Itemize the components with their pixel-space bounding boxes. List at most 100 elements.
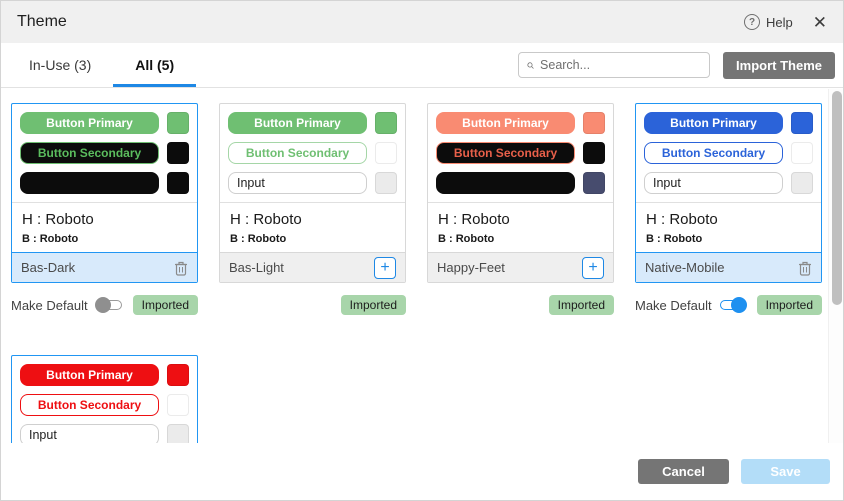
help-label: Help (766, 14, 793, 30)
body-font-label: B : Roboto (230, 233, 287, 245)
theme-name: Bas-Dark (21, 260, 76, 275)
theme-name: Bas-Light (229, 260, 284, 275)
trash-icon (799, 261, 811, 276)
imported-badge: Imported (548, 295, 614, 315)
theme-meta-row: Make Default Imported (635, 295, 822, 315)
secondary-button-preview: Button Secondary (20, 142, 159, 164)
heading-font-label: H : Roboto (438, 211, 510, 228)
theme-cell-native-mobile: Button Primary Button Secondary Input (635, 103, 822, 315)
theme-cell-happy-feet: Button Primary Button Secondary (427, 103, 614, 315)
secondary-color-swatch (167, 394, 189, 416)
make-default-toggle-on[interactable] (719, 297, 747, 313)
tab-bar: In-Use (3) All (5) Import Theme (1, 43, 843, 88)
theme-card-happy-feet[interactable]: Button Primary Button Secondary (427, 103, 614, 283)
theme-card-bas-light[interactable]: Button Primary Button Secondary Input (219, 103, 406, 283)
trash-icon (175, 261, 187, 276)
font-preview: H : Roboto B : Roboto (220, 202, 405, 252)
input-color-swatch (167, 424, 189, 443)
primary-color-swatch (167, 364, 189, 386)
font-preview: H : Roboto B : Roboto (636, 202, 821, 252)
theme-cell-bas-dark: Button Primary Button Secondary (11, 103, 198, 315)
add-theme-button[interactable]: + (374, 256, 396, 279)
imported-badge: Imported (132, 295, 198, 315)
font-preview: H : Roboto B : Roboto (428, 202, 613, 252)
search-icon (527, 61, 534, 69)
theme-preview: Button Primary Button Secondary Input (12, 356, 197, 443)
dialog-title: Theme (17, 13, 67, 30)
input-preview (436, 172, 575, 194)
help-button[interactable]: ? Help (744, 14, 793, 30)
theme-preview: Button Primary Button Secondary Input (636, 104, 821, 202)
primary-color-swatch (375, 112, 397, 134)
primary-button-preview: Button Primary (20, 364, 159, 386)
cancel-button[interactable]: Cancel (638, 459, 729, 484)
secondary-button-preview: Button Secondary (228, 142, 367, 164)
card-footer: Bas-Dark (12, 252, 197, 282)
close-icon[interactable]: ✕ (812, 12, 827, 32)
dialog-footer: Cancel Save (1, 443, 843, 500)
input-color-swatch (791, 172, 813, 194)
theme-name: Happy-Feet (437, 260, 505, 275)
secondary-button-preview: Button Secondary (20, 394, 159, 416)
search-input[interactable] (540, 58, 702, 72)
dialog-header: Theme ? Help ✕ (1, 1, 843, 43)
primary-button-preview: Button Primary (644, 112, 783, 134)
delete-theme-button[interactable] (174, 260, 188, 276)
scrollbar-thumb[interactable] (832, 91, 842, 305)
make-default-label: Make Default (11, 297, 88, 313)
primary-color-swatch (167, 112, 189, 134)
theme-meta-row: Imported (219, 295, 406, 315)
toggle-knob (94, 297, 111, 313)
body-font-label: B : Roboto (22, 233, 79, 245)
input-preview: Input (644, 172, 783, 194)
scrollbar-track (828, 89, 843, 443)
primary-button-preview: Button Primary (436, 112, 575, 134)
delete-theme-button[interactable] (798, 260, 812, 276)
secondary-color-swatch (791, 142, 813, 164)
heading-font-label: H : Roboto (230, 211, 302, 228)
primary-color-swatch (791, 112, 813, 134)
theme-preview: Button Primary Button Secondary (428, 104, 613, 202)
toggle-knob (730, 297, 747, 313)
theme-name: Native-Mobile (645, 260, 725, 275)
secondary-button-preview: Button Secondary (644, 142, 783, 164)
theme-meta-row: Imported (427, 295, 614, 315)
primary-button-preview: Button Primary (228, 112, 367, 134)
theme-preview: Button Primary Button Secondary (12, 104, 197, 202)
import-theme-button[interactable]: Import Theme (723, 51, 835, 79)
secondary-color-swatch (167, 142, 189, 164)
theme-card-bas-dark[interactable]: Button Primary Button Secondary (11, 103, 198, 283)
theme-grid-area: Button Primary Button Secondary (1, 89, 843, 444)
input-preview: Input (228, 172, 367, 194)
theme-card-red[interactable]: Button Primary Button Secondary Input (11, 355, 198, 443)
card-footer: Bas-Light + (220, 252, 405, 282)
help-icon: ? (744, 14, 760, 30)
input-preview: Input (20, 424, 159, 443)
tab-all[interactable]: All (5) (113, 43, 197, 87)
search-box (518, 52, 711, 78)
theme-preview: Button Primary Button Secondary Input (220, 104, 405, 202)
theme-meta-row: Make Default Imported (11, 295, 198, 315)
secondary-color-swatch (375, 142, 397, 164)
make-default-toggle-off[interactable] (94, 297, 122, 313)
input-color-swatch (167, 172, 189, 194)
imported-badge: Imported (340, 295, 406, 315)
theme-cell-bas-light: Button Primary Button Secondary Input (219, 103, 406, 315)
make-default-label: Make Default (635, 297, 712, 313)
input-color-swatch (583, 172, 605, 194)
save-button[interactable]: Save (741, 459, 830, 484)
heading-font-label: H : Roboto (22, 211, 94, 228)
tab-in-use[interactable]: In-Use (3) (29, 57, 92, 73)
add-theme-button[interactable]: + (582, 256, 604, 279)
imported-badge: Imported (756, 295, 822, 315)
body-font-label: B : Roboto (438, 233, 495, 245)
card-footer: Happy-Feet + (428, 252, 613, 282)
primary-color-swatch (583, 112, 605, 134)
theme-card-native-mobile[interactable]: Button Primary Button Secondary Input (635, 103, 822, 283)
body-font-label: B : Roboto (646, 233, 703, 245)
primary-button-preview: Button Primary (20, 112, 159, 134)
input-color-swatch (375, 172, 397, 194)
input-preview (20, 172, 159, 194)
font-preview: H : Roboto B : Roboto (12, 202, 197, 252)
